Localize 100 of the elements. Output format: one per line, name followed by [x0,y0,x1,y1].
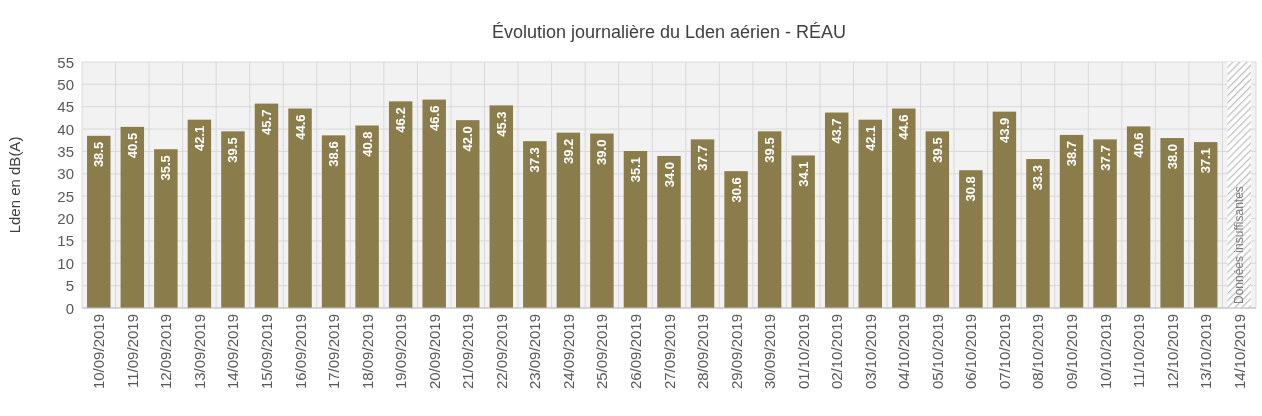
x-tick-label: 06/10/2019 [962,314,980,390]
data-label: 46.2 [393,107,409,133]
bar [1026,159,1050,308]
bar [254,103,279,308]
data-label: 37.1 [1198,148,1214,174]
bar [892,108,916,308]
bar [858,119,882,308]
y-tick-label: 15 [57,232,74,250]
bar [757,131,782,308]
x-tick-label: 11/09/2019 [123,314,141,388]
data-label: 40.6 [1131,132,1147,158]
data-label: 43.9 [996,117,1012,143]
x-tick-label: 25/09/2019 [593,314,611,390]
data-label: 30.8 [963,176,979,202]
bar [1093,139,1117,308]
x-tick-label: 08/10/2019 [1029,314,1047,390]
bar [1193,142,1218,308]
bar [1059,134,1084,308]
y-tick-label: 55 [57,53,74,71]
bar [87,135,111,308]
bar [925,131,950,308]
chart-title: Évolution journalière du Lden aérien - RÉAU [491,22,847,42]
data-label: 38.5 [91,141,107,168]
bar [456,120,480,308]
x-tick-label: 13/09/2019 [190,314,208,390]
x-tick-label: 27/09/2019 [660,314,678,390]
y-tick-label: 10 [57,254,74,272]
data-label: 44.6 [292,114,308,140]
data-label: 33.3 [1030,165,1046,191]
bar [523,141,547,308]
data-label: 45.3 [493,111,509,137]
bar [489,105,514,308]
bar [1160,138,1184,308]
data-label: 38.6 [326,141,342,167]
data-label: 37.7 [1097,145,1113,171]
y-tick-label: 35 [57,142,74,160]
data-label: 39.0 [594,139,610,165]
x-tick-label: 10/10/2019 [1096,314,1114,390]
x-tick-label: 14/09/2019 [224,314,242,390]
data-label: 46.6 [426,105,442,131]
y-tick-label: 25 [57,187,74,205]
y-tick-label: 5 [65,277,74,295]
x-tick-label: 03/10/2019 [861,314,879,390]
bar [355,125,379,308]
data-label: 30.6 [728,177,744,203]
x-tick-label: 18/09/2019 [358,314,376,390]
x-tick-label: 14/10/2019 [1230,314,1248,390]
y-axis-title: Lden en dB(A) [6,136,23,234]
x-tick-label: 24/09/2019 [559,314,577,390]
bar [388,101,413,308]
data-label: 39.5 [225,137,241,163]
bar [590,133,614,308]
bar [657,155,681,308]
band-label: Données insuffisantes [1232,186,1247,304]
bar [321,135,346,308]
data-label: 38.0 [1164,144,1180,170]
x-tick-label: 22/09/2019 [492,314,510,390]
bar [1126,126,1151,308]
x-tick-label: 07/10/2019 [995,314,1013,390]
x-tick-label: 30/09/2019 [761,314,779,390]
x-tick-label: 11/10/2019 [1130,314,1148,388]
bar [724,171,748,308]
bar [221,131,245,308]
bar [154,149,178,308]
y-tick-label: 30 [57,165,74,183]
x-tick-label: 04/10/2019 [895,314,913,390]
data-label: 40.8 [359,131,375,157]
bar [120,126,145,308]
x-tick-label: 10/09/2019 [90,314,108,390]
x-tick-label: 29/09/2019 [727,314,745,390]
x-tick-label: 05/10/2019 [928,314,946,390]
x-tick-label: 17/09/2019 [325,314,343,390]
x-tick-label: 28/09/2019 [694,314,712,390]
data-label: 39.2 [560,138,576,164]
x-tick-label: 20/09/2019 [425,314,443,390]
bar [992,111,1017,308]
data-label: 39.5 [762,137,778,163]
x-tick-label: 02/10/2019 [828,314,846,390]
data-label: 43.7 [829,118,845,144]
data-label: 45.7 [258,109,274,135]
bar [422,99,446,308]
x-tick-label: 23/09/2019 [526,314,544,390]
data-label: 35.5 [158,155,174,181]
y-tick-label: 45 [57,98,74,116]
x-tick-label: 13/10/2019 [1197,314,1215,390]
x-tick-label: 09/10/2019 [1063,314,1081,390]
x-tick-label: 15/09/2019 [257,314,275,390]
y-tick-label: 40 [57,120,74,138]
x-tick-label: 16/09/2019 [291,314,309,390]
y-tick-label: 20 [57,210,74,228]
x-tick-label: 26/09/2019 [626,314,644,390]
bar [556,132,581,308]
data-label: 40.5 [124,132,140,159]
x-tick-label: 01/10/2019 [794,314,812,390]
data-label: 34.1 [795,161,811,187]
data-label: 42.0 [460,126,476,152]
bar [791,155,815,308]
x-tick-label: 12/09/2019 [157,314,175,390]
bar [690,139,715,308]
bar [623,151,648,308]
